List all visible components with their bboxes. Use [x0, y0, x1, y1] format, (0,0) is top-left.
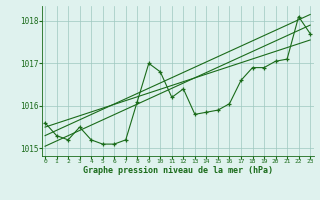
X-axis label: Graphe pression niveau de la mer (hPa): Graphe pression niveau de la mer (hPa)	[83, 166, 273, 175]
